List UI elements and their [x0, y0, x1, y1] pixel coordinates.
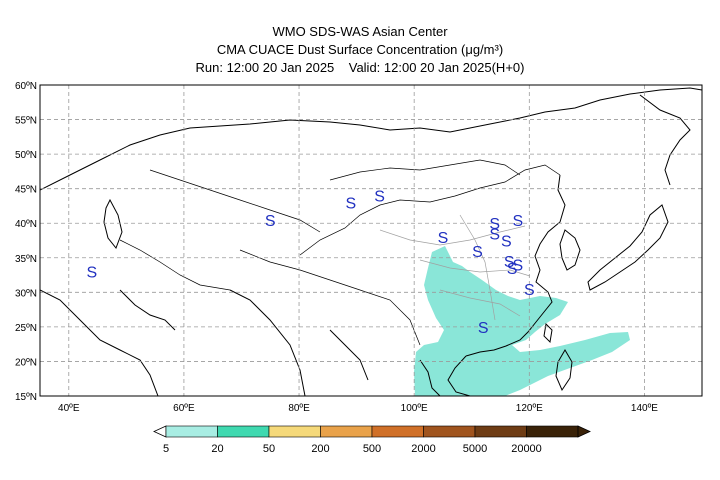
latitude-label: 55ºN [15, 116, 37, 127]
colorbar-segment [217, 425, 270, 438]
colorbar-label: 5000 [463, 443, 487, 455]
latitude-label: 45ºN [15, 185, 37, 196]
latitude-label: 60ºN [15, 81, 37, 92]
colorbar-segment [268, 425, 321, 438]
coastline-north [40, 87, 702, 191]
colorbar-segment [526, 425, 579, 438]
border-mongolia [329, 159, 521, 181]
longitude-label: 120ºE [516, 403, 543, 414]
colorbar-label: 200 [311, 443, 329, 455]
chart-title-line3: Run: 12:00 20 Jan 2025 Valid: 12:00 20 J… [0, 60, 720, 76]
dust-storm-marker: S [501, 234, 512, 251]
dust-storm-marker: S [489, 227, 500, 244]
colorbar-label: 20000 [511, 443, 542, 455]
latitude-label: 40ºN [15, 219, 37, 230]
longitude-label: 60ºE [173, 403, 195, 414]
border-layer [119, 159, 561, 346]
dust-storm-marker: S [507, 261, 518, 278]
coastline-indochina [419, 355, 471, 396]
coastline-india [229, 289, 369, 396]
colorbar-label: 500 [363, 443, 381, 455]
longitude-label: 40ºE [58, 403, 80, 414]
longitude-label: 100ºE [401, 403, 428, 414]
latitude-labels: 60ºN 55ºN 50ºN 45ºN 40ºN 35ºN 30ºN 25ºN 20ºN 15ºN [15, 81, 37, 403]
colorbar-segment [165, 425, 218, 438]
latitude-label: 20ºN [15, 357, 37, 368]
dust-storm-marker: S [512, 258, 523, 275]
dust-storm-marker: S [265, 213, 276, 230]
dust-storm-marker: S [346, 195, 357, 212]
colorbar-label: 20 [211, 443, 223, 455]
latitude-label: 25ºN [15, 323, 37, 334]
coastline-caspian [103, 198, 123, 249]
colorbar-left-arrow [153, 425, 167, 438]
colorbar: 5 20 50 200 500 2000 5000 20000 [153, 425, 591, 455]
coastline-gulf [119, 289, 176, 331]
coastline-taiwan [543, 322, 553, 344]
run-time-label: Run: 12:00 20 Jan 2025 [195, 60, 335, 75]
province-lines-4 [459, 214, 496, 321]
dust-storm-marker: S [512, 213, 523, 230]
border-central-asia [149, 169, 321, 233]
colorbar-segment [371, 425, 424, 438]
map-frame [39, 84, 703, 397]
colorbar-segment [474, 425, 527, 438]
coastline-layer [40, 87, 702, 396]
dust-storm-marker: S [374, 189, 385, 206]
longitude-label: 80ºE [288, 403, 310, 414]
border-south-asia [239, 249, 421, 346]
coastline-kamchatka [639, 94, 691, 186]
coastline-korea [559, 229, 581, 271]
dust-storm-marker: S [86, 265, 97, 282]
colorbar-segment [423, 425, 476, 438]
colorbar-label: 2000 [411, 443, 435, 455]
colorbar-segment [320, 425, 373, 438]
province-layer [379, 214, 531, 321]
colorbar-right-arrow [577, 425, 591, 438]
province-lines-1 [379, 225, 526, 246]
province-lines-3 [439, 289, 521, 317]
chart-title-line2: CMA CUACE Dust Surface Concentration (μg… [216, 42, 504, 57]
chart-title-line1: WMO SDS-WAS Asian Center [272, 24, 448, 39]
dust-area-layer [414, 246, 630, 396]
colorbar-label: 5 [163, 443, 169, 455]
dust-storm-marker: S [504, 254, 515, 271]
dust-storm-marker: S [524, 282, 535, 299]
longitude-labels: 40ºE 60ºE 80ºE 100ºE 120ºE 140ºE [58, 403, 658, 414]
border-iran [119, 239, 231, 291]
latitude-label: 50ºN [15, 150, 37, 161]
dust-storm-marker: S [438, 230, 449, 247]
dust-storm-marker: S [478, 320, 489, 337]
province-lines-2 [419, 259, 531, 277]
dust-concentration-area [414, 246, 630, 396]
dust-storm-marker: S [472, 244, 483, 261]
dust-storm-marker: S [489, 216, 500, 233]
latitude-label: 35ºN [15, 254, 37, 265]
border-china-outer [299, 164, 561, 256]
latitude-label: 15ºN [15, 392, 37, 403]
latitude-label: 30ºN [15, 288, 37, 299]
colorbar-label: 50 [263, 443, 275, 455]
coastline-arabia [40, 289, 159, 396]
valid-time-label: Valid: 12:00 20 Jan 2025(H+0) [348, 60, 525, 75]
coastline-japan [587, 204, 669, 291]
longitude-label: 140ºE [631, 403, 658, 414]
coastline-philippines [555, 349, 573, 392]
